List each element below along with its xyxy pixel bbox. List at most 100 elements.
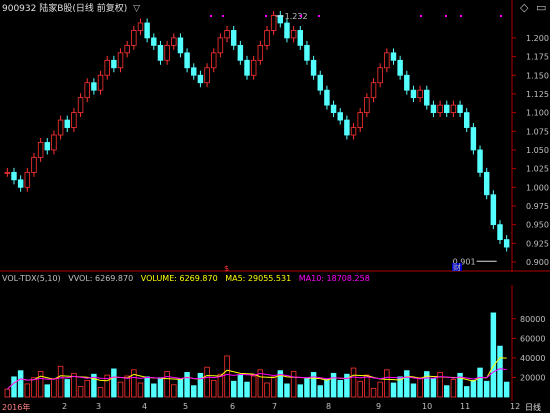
price-tick-label: 0.950 <box>526 221 549 230</box>
month-label: 4 <box>142 402 148 411</box>
volume-bar <box>350 367 357 398</box>
volume-bar <box>97 387 104 398</box>
volume-bar <box>171 384 177 398</box>
volume-bar <box>71 372 77 398</box>
candle-body <box>77 97 84 114</box>
candle-body <box>124 44 130 54</box>
candle-body <box>137 22 144 31</box>
candle-body <box>117 52 124 69</box>
volume-bar <box>204 366 210 398</box>
candle-body <box>390 52 397 61</box>
event-dot <box>445 15 447 17</box>
candle-body <box>131 30 137 46</box>
candle-body <box>51 134 57 151</box>
month-label: 3 <box>96 402 102 411</box>
candle-body <box>184 52 190 69</box>
volume-bar <box>483 380 490 398</box>
max-price-label: 1.232 <box>285 12 308 21</box>
candle-body <box>171 37 177 46</box>
expand-icon[interactable]: ▭ <box>536 1 547 14</box>
chart-title: 900932 陆家B股(日线 前复权) ▽ <box>2 1 140 14</box>
dividend-marker[interactable]: $ <box>224 264 230 273</box>
volume-bar <box>424 371 430 398</box>
price-tick-label: 1.200 <box>526 34 549 43</box>
month-label: 7 <box>272 402 278 411</box>
period-tab[interactable]: 日线 <box>525 403 541 412</box>
volume-bar <box>444 385 450 398</box>
volume-bar <box>277 370 284 398</box>
price-tick-label: 0.900 <box>526 258 549 267</box>
candle-body <box>24 171 31 188</box>
candle-body <box>31 157 37 173</box>
candle-body <box>37 142 44 158</box>
price-tick-label: 1.050 <box>526 146 549 155</box>
volume-bar <box>11 376 17 398</box>
price-tick-label: 1.100 <box>526 109 549 118</box>
candle-body <box>344 119 350 136</box>
price-tick-label: 0.975 <box>526 202 549 211</box>
price-tick-label: 1.150 <box>526 71 549 80</box>
candle-body <box>503 239 510 248</box>
volume-bar <box>257 369 264 398</box>
candle-body <box>410 89 417 99</box>
volume-bar <box>250 375 257 398</box>
volume-bar <box>430 378 437 398</box>
date-axis: 2016年 12 日线 2 3 4 5 6 7 8 9 10 11 <box>0 401 550 413</box>
volume-bar <box>497 345 503 398</box>
volume-bar <box>31 377 37 398</box>
candle-body <box>357 112 363 128</box>
volume-value: VOLUME: 6269.870 <box>140 274 218 283</box>
candle-body <box>430 104 437 114</box>
volume-bar <box>384 369 390 398</box>
title-menu-icon[interactable]: ▽ <box>133 4 141 14</box>
volume-bar <box>24 383 31 398</box>
volume-bar <box>17 370 24 398</box>
candle-body <box>104 59 110 76</box>
event-dot <box>420 15 422 17</box>
price-tick-label: 1.175 <box>526 53 549 62</box>
volume-bar <box>377 381 383 398</box>
candle-body <box>197 74 204 84</box>
finance-marker-label: 财 <box>453 262 461 272</box>
volume-bar <box>111 368 117 398</box>
volume-bar <box>91 373 97 398</box>
candle-body <box>224 30 230 39</box>
volume-bar <box>317 385 323 398</box>
candle-body <box>230 30 237 46</box>
event-dot <box>460 15 462 17</box>
volume-bar <box>270 376 277 398</box>
volume-bar <box>503 381 510 398</box>
price-chart[interactable]: 1.200 1.175 1.150 1.125 1.100 1.075 1.050 1.025… <box>0 0 550 272</box>
volume-bar <box>4 388 11 398</box>
volume-bar <box>397 376 403 398</box>
volume-bar <box>104 374 110 398</box>
settings-icon[interactable]: ◇ <box>520 1 529 14</box>
volume-bar <box>144 376 150 398</box>
volume-bar <box>310 372 317 398</box>
volume-bar <box>364 374 370 398</box>
volume-bar <box>297 384 304 398</box>
month-label: 8 <box>326 402 332 411</box>
candle-body <box>284 22 290 39</box>
candle-body <box>237 44 244 61</box>
event-dot <box>210 15 212 17</box>
candle-body <box>144 22 150 39</box>
volume-bar <box>324 379 330 398</box>
candle-body <box>417 89 423 99</box>
candle-body <box>463 112 470 128</box>
price-tick-label: 0.925 <box>526 239 549 248</box>
month-label: 6 <box>230 402 236 411</box>
ma10-value: MA10: 18708.258 <box>298 274 370 283</box>
volume-bar <box>164 371 170 398</box>
volume-chart[interactable]: 80000 60000 40000 20000 <box>0 285 550 401</box>
month-label: 11 <box>460 402 471 411</box>
candle-body <box>204 67 210 84</box>
volume-tick-label: 40000 <box>520 354 545 363</box>
event-dot <box>265 15 267 17</box>
volume-bar <box>51 378 57 398</box>
candle-body <box>437 104 443 114</box>
volume-bar <box>344 373 350 398</box>
volume-bar <box>124 375 130 398</box>
volume-indicator-label[interactable]: VOL-TDX(5,10) <box>2 274 61 283</box>
volume-tick-label: 80000 <box>520 315 545 324</box>
